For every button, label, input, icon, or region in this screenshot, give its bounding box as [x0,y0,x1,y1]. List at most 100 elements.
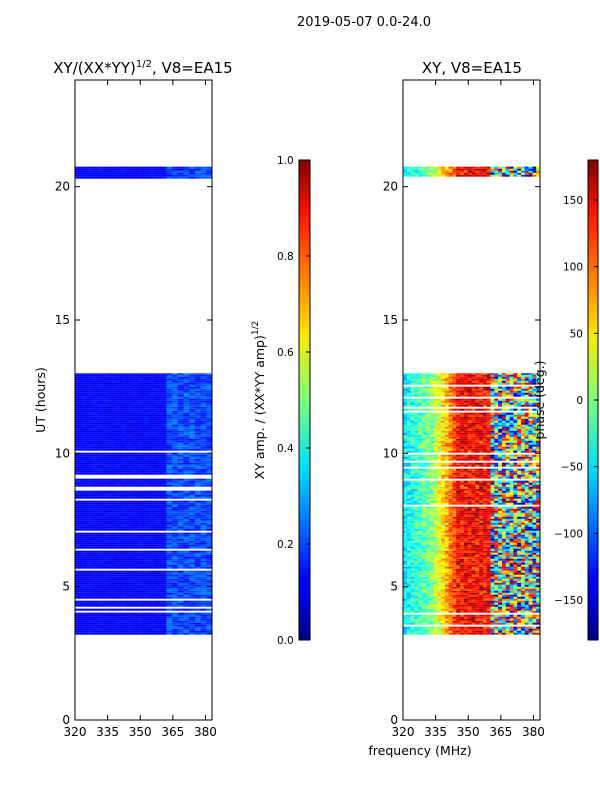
heatmap-cell [189,578,196,581]
heatmap-cell [75,422,82,425]
heatmap-cell [114,390,121,393]
heatmap-cell [109,492,116,495]
heatmap-cell [194,404,201,407]
heatmap-cell [200,390,207,393]
heatmap-cell [206,170,212,173]
heatmap-cell [532,536,537,539]
heatmap-cell [92,584,99,587]
heatmap-cell [475,622,480,625]
heatmap-cell [441,540,446,543]
heatmap-cell [126,458,133,461]
heatmap-cell [422,582,427,585]
heatmap-cell [429,632,434,635]
heatmap-cell [166,166,173,169]
heatmap-cell [86,454,93,457]
heatmap-cell [460,582,465,585]
heatmap-cell [97,374,104,377]
heatmap-cell [97,484,104,487]
heatmap-cell [418,580,423,583]
heatmap-cell [429,526,434,529]
heatmap-cell [120,390,127,393]
heatmap-cell [149,570,156,573]
heatmap-cell [437,580,442,583]
heatmap-cell [177,408,184,411]
heatmap-cell [206,536,212,539]
heatmap-cell [183,494,190,497]
heatmap-cell [109,534,116,537]
heatmap-cell [149,438,156,441]
heatmap-cell [183,508,190,511]
heatmap-cell [172,166,179,169]
heatmap-cell [75,378,82,381]
heatmap-cell [509,524,514,527]
heatmap-cell [177,404,184,407]
heatmap-cell [189,584,196,587]
heatmap-cell [143,538,150,541]
heatmap-cell [479,610,484,613]
heatmap-cell [154,526,161,529]
heatmap-cell [418,574,423,577]
heatmap-cell [86,564,93,567]
heatmap-cell [444,580,449,583]
heatmap-cell [189,500,196,503]
heatmap-cell [463,580,468,583]
heatmap-cell [172,384,179,387]
heatmap-cell [437,562,442,565]
heatmap-cell [189,616,196,619]
heatmap-cell [132,373,139,375]
heatmap-cell [80,426,87,429]
heatmap-cell [80,174,87,177]
heatmap-cell [501,562,507,565]
heatmap-cell [120,608,127,611]
heatmap-cell [189,436,196,439]
heatmap-cell [154,376,161,379]
heatmap-cell [149,540,156,543]
heatmap-cell [120,482,127,485]
heatmap-cell [92,382,99,385]
heatmap-cell [126,612,133,615]
heatmap-cell [154,422,161,425]
heatmap-cell [524,542,529,545]
heatmap-cell [479,582,484,585]
heatmap-cell [490,556,495,559]
heatmap-cell [410,600,415,603]
heatmap-cell [479,534,484,537]
heatmap-cell [524,522,529,525]
heatmap-cell [486,614,491,617]
heatmap-cell [460,584,465,587]
heatmap-cell [109,574,116,577]
heatmap-cell [114,536,121,539]
heatmap-cell [429,598,434,601]
heatmap-cell [418,582,423,585]
heatmap-cell [189,422,196,425]
heatmap-cell [166,492,173,495]
heatmap-cell [172,614,179,617]
heatmap-cell [441,606,446,609]
heatmap-cell [92,534,99,537]
heatmap-cell [75,514,82,517]
heatmap-cell [160,596,167,599]
heatmap-cell [406,620,411,623]
heatmap-cell [97,496,104,499]
heatmap-cell [475,590,480,593]
heatmap-cell [482,554,488,557]
heatmap-cell [448,606,453,609]
heatmap-cell [406,534,411,537]
heatmap-cell [437,546,442,549]
heatmap-cell [149,584,156,587]
heatmap-cell [92,558,99,561]
heatmap-cell [172,628,179,631]
heatmap-cell [120,516,127,519]
heatmap-cell [160,424,167,427]
heatmap-cell [490,626,495,629]
heatmap-cell [467,576,472,579]
heatmap-cell [418,534,423,537]
heatmap-cell [456,574,461,577]
heatmap-cell [177,426,184,429]
heatmap-cell [501,602,507,605]
heatmap-cell [166,560,173,563]
heatmap-cell [509,580,514,583]
heatmap-cell [103,382,110,385]
heatmap-cell [149,614,156,617]
heatmap-cell [200,526,207,529]
